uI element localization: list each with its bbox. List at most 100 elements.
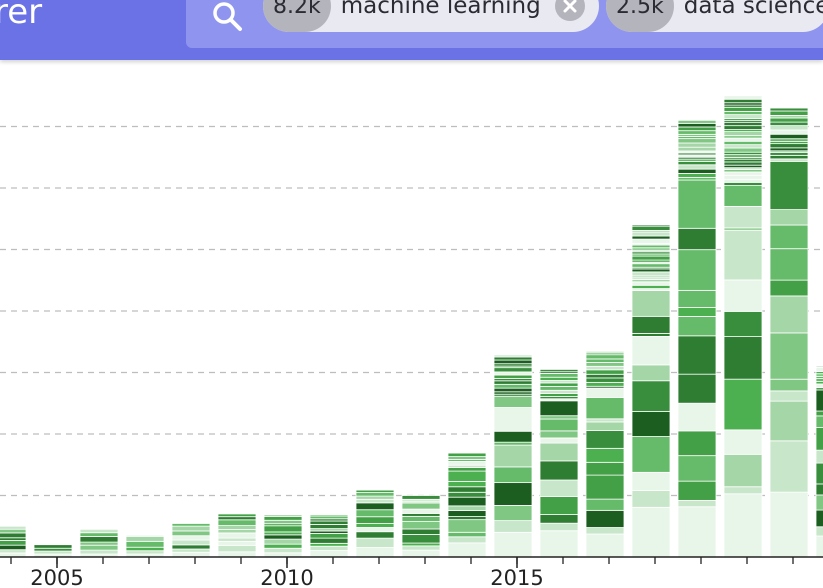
bar-2017[interactable] — [586, 351, 624, 557]
bar-segment — [632, 282, 670, 285]
bar-segment — [724, 111, 762, 114]
bar-segment — [494, 381, 532, 385]
bar-segment — [724, 186, 762, 207]
bar-segment — [494, 360, 532, 364]
bar-2019[interactable] — [678, 120, 716, 557]
bar-segment — [724, 337, 762, 380]
bar-2016[interactable] — [540, 369, 578, 557]
bar-2008[interactable] — [172, 523, 210, 557]
bar-segment — [678, 173, 716, 177]
bar-segment — [770, 126, 808, 130]
bar-2004[interactable] — [0, 526, 26, 557]
chip-count: 2.5k — [606, 0, 674, 32]
bar-segment — [586, 462, 624, 475]
bar-segment — [264, 548, 302, 553]
bar-segment — [540, 497, 578, 515]
bar-segment — [770, 296, 808, 333]
bar-segment — [586, 362, 624, 366]
bar-segment — [770, 280, 808, 296]
chip-label: data science — [684, 0, 823, 19]
bar-segment — [540, 438, 578, 443]
bar-segment — [586, 397, 624, 418]
bar-2020[interactable] — [724, 96, 762, 557]
bar-segment — [80, 529, 118, 532]
bar-segment — [632, 412, 670, 437]
bar-segment — [678, 431, 716, 456]
bar-2018[interactable] — [632, 225, 670, 557]
x-tick-label: 2005 — [30, 566, 83, 588]
bar-segment — [356, 489, 394, 490]
bar-segment — [264, 526, 302, 532]
bar-2015[interactable] — [494, 354, 532, 557]
bar-segment — [126, 536, 164, 541]
bar-segment — [448, 461, 486, 465]
bar-segment — [402, 550, 440, 557]
x-tick-label: 2015 — [490, 566, 543, 588]
bar-segment — [540, 431, 578, 438]
bar-segment — [356, 527, 394, 531]
bar-segment — [80, 542, 118, 545]
bar-segment — [80, 550, 118, 554]
bar-segment — [310, 524, 348, 528]
bar-segment — [586, 388, 624, 397]
bar-2005[interactable] — [34, 545, 72, 557]
bar-segment — [356, 499, 394, 503]
bar-segment — [632, 507, 670, 557]
bar-segment — [770, 401, 808, 441]
bar-2014[interactable] — [448, 452, 486, 557]
search-icon[interactable] — [208, 0, 248, 36]
bar-segment — [448, 543, 486, 557]
bar-segment — [402, 522, 440, 529]
bar-segment — [540, 373, 578, 377]
bar-segment — [770, 118, 808, 122]
x-tick-label: 2010 — [260, 566, 313, 588]
bar-segment — [264, 539, 302, 544]
bar-2022[interactable] — [816, 366, 823, 557]
bar-segment — [770, 130, 808, 134]
bar-segment — [678, 139, 716, 143]
bar-2012[interactable] — [356, 489, 394, 557]
bar-2009[interactable] — [218, 514, 256, 557]
bar-segment — [586, 499, 624, 510]
bar-segment — [402, 543, 440, 546]
bar-segment — [724, 175, 762, 179]
app-header: rer 8.2k machine learning 2.5k data scie… — [0, 0, 823, 60]
bar-2006[interactable] — [80, 529, 118, 557]
chip-label: machine learning — [341, 0, 541, 19]
chip-remove-button[interactable] — [555, 0, 585, 21]
bar-2011[interactable] — [310, 514, 348, 557]
bar-segment — [678, 120, 716, 123]
bar-segment — [724, 138, 762, 141]
search-bar[interactable]: 8.2k machine learning 2.5k data science — [186, 0, 823, 48]
bar-segment — [816, 384, 823, 388]
bar-segment — [586, 422, 624, 431]
bar-2021[interactable] — [770, 108, 808, 557]
bar-segment — [724, 141, 762, 144]
bar-segment — [218, 530, 256, 533]
bar-segment — [770, 161, 808, 209]
bar-segment — [678, 180, 716, 228]
bar-2007[interactable] — [126, 535, 164, 557]
bar-segment — [816, 536, 823, 557]
bar-segment — [586, 382, 624, 386]
bar-segment — [402, 529, 440, 535]
bar-segment — [310, 516, 348, 519]
bar-segment — [0, 540, 26, 545]
bar-segment — [172, 549, 210, 552]
bar-segment — [724, 162, 762, 165]
bar-segment — [678, 290, 716, 307]
bar-segment — [586, 475, 624, 499]
bar-segment — [402, 509, 440, 513]
bar-segment — [632, 491, 670, 508]
bar-segment — [724, 182, 762, 185]
bar-segment — [494, 384, 532, 388]
bar-2010[interactable] — [264, 515, 302, 557]
bar-2013[interactable] — [402, 496, 440, 557]
filter-chip-data-science[interactable]: 2.5k data science — [606, 0, 823, 32]
filter-chip-machine-learning[interactable]: 8.2k machine learning — [263, 0, 599, 32]
bar-segment — [34, 551, 72, 554]
bar-segment — [678, 403, 716, 431]
bar-segment — [494, 442, 532, 445]
bar-segment — [264, 516, 302, 520]
bar-segment — [586, 374, 624, 378]
